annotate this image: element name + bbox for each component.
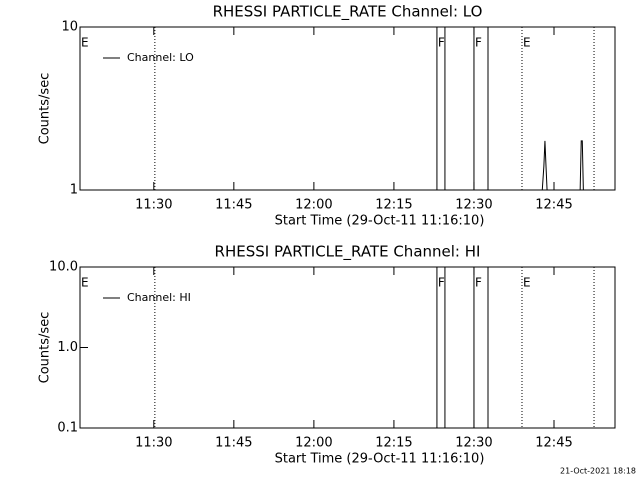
y-tick-label: 10.0 xyxy=(49,260,78,275)
timestamp: 21-Oct-2021 18:18 xyxy=(560,467,636,476)
data-line xyxy=(541,140,584,191)
y-tick-label: 0.1 xyxy=(57,421,78,436)
annotation: F xyxy=(475,276,482,290)
y-tick-label: 1 xyxy=(70,183,78,198)
chart-title: RHESSI PARTICLE_RATE Channel: HI xyxy=(215,243,481,262)
chart-title: RHESSI PARTICLE_RATE Channel: LO xyxy=(213,3,483,22)
x-axis-label: Start Time (29-Oct-11 11:16:10) xyxy=(275,452,485,467)
x-tick-label: 12:00 xyxy=(295,436,332,451)
annotation: F xyxy=(438,276,445,290)
x-tick-label: 12:00 xyxy=(295,198,332,213)
y-tick-label: 1.0 xyxy=(57,340,78,355)
x-tick-label: 12:30 xyxy=(455,436,492,451)
x-tick-label: 12:30 xyxy=(455,198,492,213)
y-axis-label: Counts/sec xyxy=(38,73,53,145)
x-tick-label: 12:45 xyxy=(535,198,572,213)
y-axis-label: Counts/sec xyxy=(38,312,53,384)
annotation: E xyxy=(81,36,89,50)
annotation: F xyxy=(438,36,445,50)
x-tick-label: 11:45 xyxy=(215,198,252,213)
x-tick-label: 11:30 xyxy=(135,436,172,451)
y-tick-label: 10 xyxy=(61,20,78,35)
x-tick-label: 12:45 xyxy=(535,436,572,451)
x-axis-label: Start Time (29-Oct-11 11:16:10) xyxy=(275,214,485,229)
annotation: F xyxy=(475,36,482,50)
x-tick-label: 12:15 xyxy=(375,436,412,451)
annotation: E xyxy=(523,36,531,50)
x-tick-label: 12:15 xyxy=(375,198,412,213)
legend-label: Channel: HI xyxy=(127,291,191,304)
plot-frame xyxy=(79,266,616,429)
x-tick-label: 11:30 xyxy=(135,198,172,213)
legend-label: Channel: LO xyxy=(127,51,194,64)
x-tick-label: 11:45 xyxy=(215,436,252,451)
plot-frame xyxy=(79,26,616,191)
annotation: E xyxy=(523,276,531,290)
annotation: E xyxy=(81,276,89,290)
